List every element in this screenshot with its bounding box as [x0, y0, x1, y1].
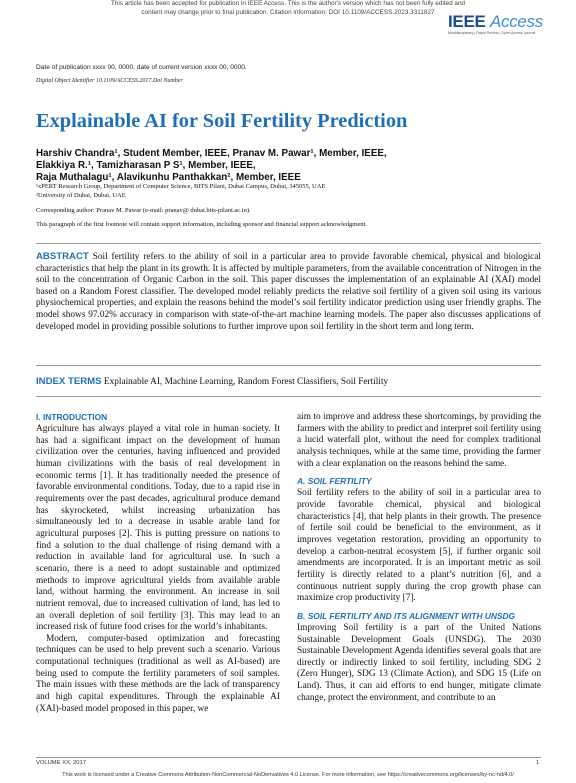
- journal-logo: IEEE Access Multidisciplinary | Rapid Re…: [448, 12, 548, 35]
- page-number: 1: [536, 760, 540, 766]
- author-line: Elakkiya R.¹, Tamizharasan P S¹, Member,…: [36, 160, 256, 172]
- left-column: I. INTRODUCTION Agriculture has always p…: [36, 412, 280, 715]
- rule: [36, 365, 541, 366]
- rule: [36, 243, 541, 244]
- logo-text: IEEE Access: [448, 12, 548, 32]
- banner-line: content may change prior to final public…: [141, 8, 435, 16]
- paragraph: aim to improve and address these shortco…: [297, 412, 541, 469]
- affiliation: ²University of Dubai, Dubai, UAE: [36, 191, 126, 199]
- abstract: ABSTRACT Soil fertility refers to the ab…: [36, 251, 541, 333]
- index-terms-label: INDEX TERMS: [36, 376, 102, 387]
- banner: This article has been accepted for publi…: [60, 0, 516, 17]
- rule: [36, 757, 541, 758]
- doi: Digital Object Identifier 10.1109/ACCESS…: [36, 78, 183, 84]
- author-line: Raja Muthalagu¹, Alavikunhu Panthakkan²,…: [36, 172, 301, 184]
- right-column: aim to improve and address these shortco…: [297, 412, 541, 704]
- affiliations: ¹xPERT Research Group, Department of Com…: [36, 183, 325, 201]
- logo-access: Access: [489, 12, 543, 31]
- publication-date: Date of publication xxxx 00, 0000, date …: [36, 64, 247, 71]
- logo-tagline: Multidisciplinary | Rapid Review | Open …: [448, 31, 536, 35]
- paragraph: Modern, computer-based optimization and …: [36, 633, 280, 714]
- affiliation: ¹xPERT Research Group, Department of Com…: [36, 183, 326, 190]
- index-terms: INDEX TERMS Explainable AI, Machine Lear…: [36, 376, 541, 389]
- index-terms-text: Explainable AI, Machine Learning, Random…: [103, 377, 389, 387]
- paragraph: Improving Soil fertility is a part of th…: [297, 622, 541, 703]
- rule: [36, 396, 541, 397]
- footnote: This paragraph of the first footnote wil…: [36, 221, 367, 228]
- abstract-text: Soil fertility refers to the ability of …: [36, 252, 541, 332]
- subsection-heading: B. SOIL FERTILITY AND ITS ALIGNMENT WITH…: [297, 610, 516, 621]
- subsection-heading: A. SOIL FERTILITY: [297, 476, 372, 487]
- license: This work is licensed under a Creative C…: [62, 772, 514, 778]
- paragraph: Agriculture has always played a vital ro…: [36, 424, 280, 633]
- author-line: Harshiv Chandra¹, Student Member, IEEE, …: [36, 148, 387, 159]
- volume: VOLUME XX, 2017: [36, 760, 86, 766]
- paragraph: Soil fertility refers to the ability of …: [297, 488, 541, 604]
- banner-line: This article has been accepted for publi…: [110, 0, 466, 7]
- abstract-label: ABSTRACT: [36, 251, 89, 262]
- authors: Harshiv Chandra¹, Student Member, IEEE, …: [36, 148, 387, 185]
- corresponding-author: Corresponding author: Pranav M. Pawar (e…: [36, 207, 251, 214]
- paper-title: Explainable AI for Soil Fertility Predic…: [36, 110, 408, 132]
- section-heading: I. INTRODUCTION: [36, 412, 108, 422]
- logo-ieee: IEEE: [448, 12, 490, 31]
